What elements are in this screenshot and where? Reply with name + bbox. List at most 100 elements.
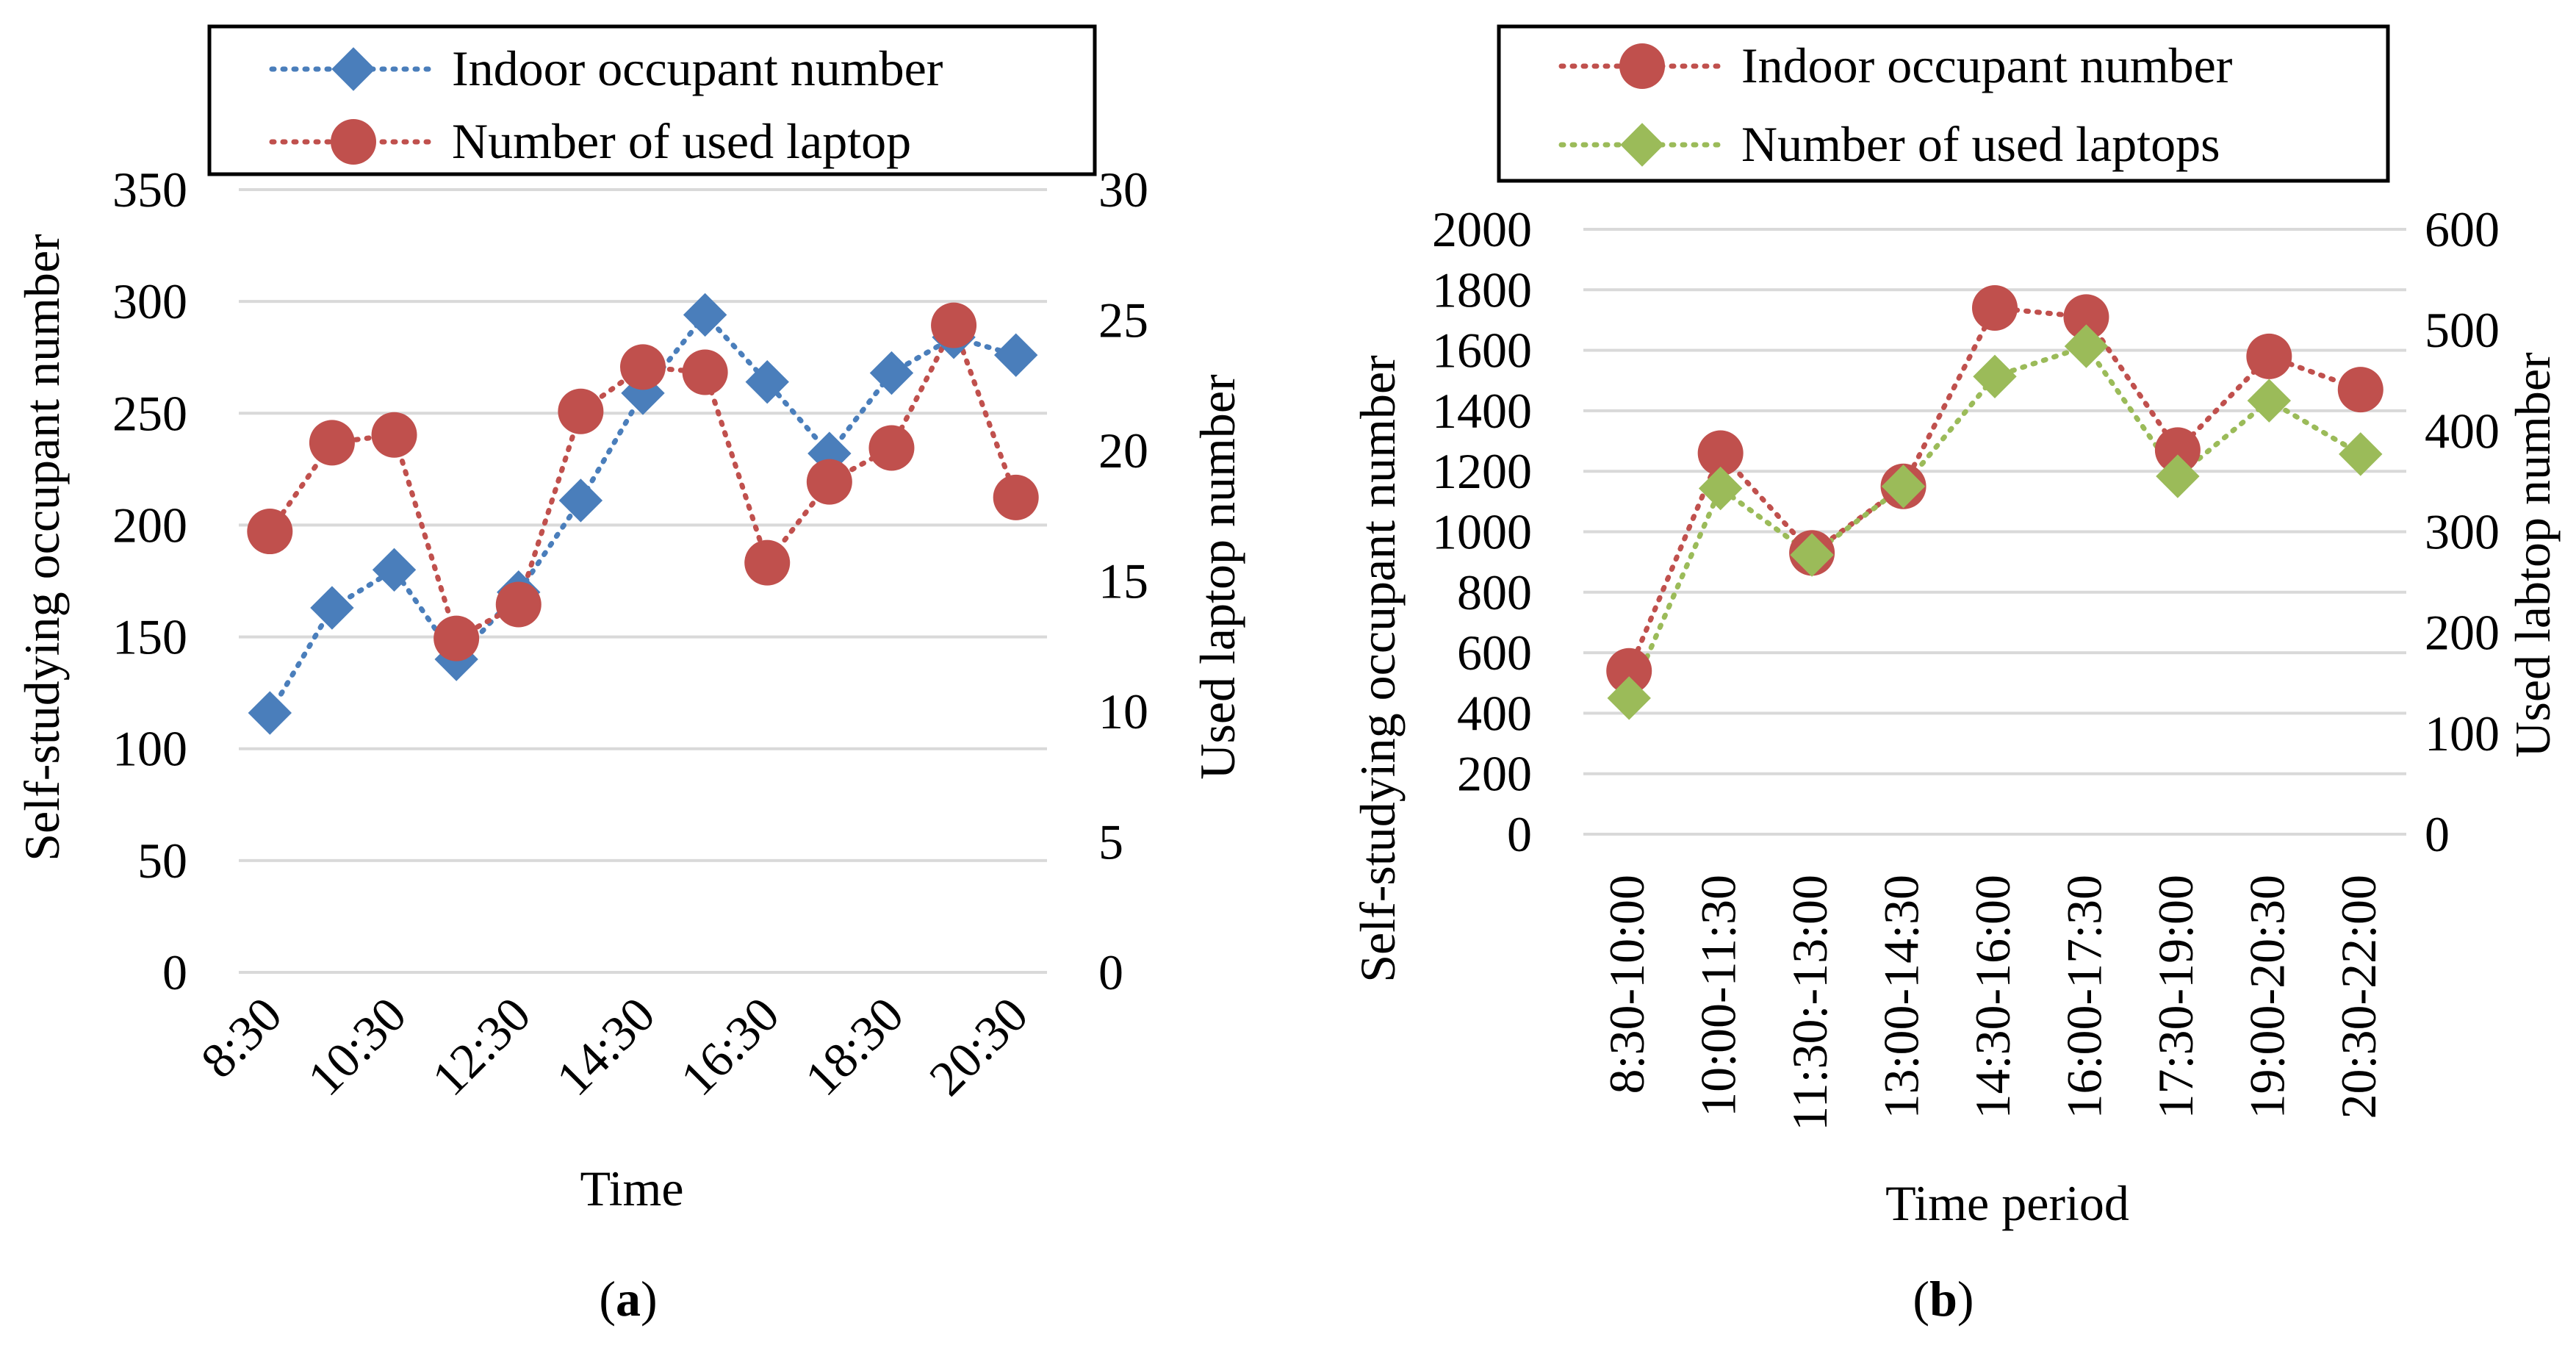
y-tick-label-b-7: 1400 [1432, 383, 1532, 439]
y2-tick-label-a-2: 10 [1098, 684, 1148, 739]
x-tick-label-a-6: 20:30 [918, 986, 1038, 1106]
y-tick-label-b-5: 1000 [1432, 504, 1532, 560]
y-ticks-a: 0 50 100 150 200 250 300 350 [112, 162, 187, 1000]
data-point-b-0-6 [2154, 427, 2201, 473]
y2-tick-label-a-5: 25 [1098, 293, 1148, 348]
data-point-a-0-7 [683, 293, 727, 337]
legend-marker-circle-a-1 [331, 119, 376, 165]
data-point-b-0-7 [2246, 333, 2292, 379]
x-ticks-b: 8:30-10:00 10:00-11:30 11:30:-13:00 13:00-1… [1599, 875, 2386, 1131]
x-tick-label-b-0: 8:30-10:00 [1599, 875, 1655, 1094]
data-point-a-1-9 [806, 459, 852, 505]
x-tick-label-b-1: 10:00-11:30 [1691, 875, 1746, 1117]
data-point-b-1-1 [1698, 466, 1743, 511]
y2-axis-title-a: Used laptop number [1190, 374, 1245, 780]
data-point-b-1-4 [1973, 354, 2017, 398]
data-point-b-1-8 [2339, 432, 2383, 476]
data-point-b-0-0 [1606, 648, 1652, 694]
y-axis-title-b: Self-studying occupant number [1350, 355, 1406, 983]
y2-tick-label-b-6: 600 [2425, 201, 2500, 257]
data-point-a-1-1 [309, 420, 355, 466]
gridlines-a [239, 188, 1047, 974]
y-tick-label-b-8: 1600 [1432, 323, 1532, 379]
data-point-a-1-0 [247, 509, 293, 555]
x-tick-label-a-1: 10:30 [297, 986, 417, 1106]
data-point-a-1-10 [868, 425, 915, 471]
y2-tick-label-b-5: 500 [2425, 302, 2500, 358]
data-point-a-0-0 [248, 691, 292, 735]
data-point-b-1-5 [2064, 324, 2109, 368]
data-point-b-0-4 [1972, 284, 2018, 331]
x-tick-label-b-8: 20:30-22:00 [2331, 875, 2386, 1119]
y-tick-label-a-2: 100 [112, 721, 187, 777]
data-point-b-1-7 [2247, 379, 2292, 423]
x-tick-label-b-2: 11:30:-13:00 [1782, 875, 1838, 1131]
x-tick-label-a-4: 16:30 [670, 986, 790, 1106]
data-point-a-1-3 [433, 615, 480, 661]
y2-tick-label-b-3: 300 [2425, 504, 2500, 560]
x-axis-title-b: Time period [1885, 1175, 2129, 1231]
y-tick-label-b-4: 800 [1457, 564, 1532, 620]
legend-label-a-1: Number of used laptop [452, 113, 911, 169]
data-point-a-0-1 [310, 586, 354, 630]
y2-tick-label-a-6: 30 [1098, 162, 1148, 218]
y2-ticks-b: 0 100 200 300 400 500 600 [2425, 201, 2500, 862]
data-point-a-0-8 [745, 359, 789, 404]
y-tick-label-b-1: 200 [1457, 746, 1532, 802]
y-tick-label-b-3: 600 [1457, 625, 1532, 681]
data-point-a-1-6 [620, 344, 666, 390]
data-point-a-0-12 [993, 333, 1038, 377]
x-tick-label-b-3: 13:00-14:30 [1874, 875, 1929, 1119]
y-tick-label-b-6: 1200 [1432, 443, 1532, 499]
data-point-a-1-2 [371, 412, 417, 458]
data-point-b-1-2 [1790, 533, 1834, 577]
y2-tick-label-b-2: 200 [2425, 605, 2500, 661]
x-tick-label-b-6: 17:30-19:00 [2148, 875, 2203, 1119]
y-axis-title-a: Self-studying occupant number [14, 234, 70, 861]
legend-a: Indoor occupant number Number of used la… [207, 24, 1097, 176]
y-tick-label-a-4: 200 [112, 497, 187, 553]
y2-axis-title-b: Used labtop number [2505, 352, 2561, 758]
y-tick-label-b-0: 0 [1507, 806, 1532, 862]
data-point-a-0-5 [558, 478, 603, 523]
legend-marker-diamond-b-1 [1620, 123, 1664, 167]
y-tick-label-a-3: 150 [112, 609, 187, 665]
y2-tick-label-a-3: 15 [1098, 553, 1148, 609]
legend-marker-circle-b-0 [1619, 43, 1665, 89]
data-point-a-1-5 [558, 388, 604, 434]
panel-label-a: (a) [599, 1271, 657, 1327]
y-tick-label-a-5: 250 [112, 385, 187, 441]
y2-tick-label-b-0: 0 [2425, 806, 2450, 862]
panel-label-b: (b) [1913, 1271, 1974, 1327]
y-tick-label-a-6: 300 [112, 273, 187, 329]
y-tick-label-a-1: 50 [137, 833, 187, 889]
y-tick-label-b-10: 2000 [1432, 201, 1532, 257]
data-point-a-1-12 [993, 474, 1039, 520]
data-point-a-1-8 [744, 539, 791, 586]
x-tick-label-b-7: 19:00-20:30 [2239, 875, 2295, 1119]
y2-tick-label-a-0: 0 [1098, 944, 1123, 1000]
data-point-b-1-3 [1881, 465, 1926, 509]
data-point-b-0-1 [1697, 430, 1744, 476]
y-tick-label-a-0: 0 [162, 944, 187, 1000]
y-tick-label-a-7: 350 [112, 162, 187, 218]
data-point-b-1-6 [2156, 454, 2200, 498]
series-b [1606, 284, 2383, 720]
data-point-a-1-7 [682, 349, 728, 395]
data-point-a-0-10 [869, 351, 914, 395]
legend-marker-diamond-a-0 [331, 47, 375, 91]
series-a [247, 293, 1039, 735]
legend-label-b-0: Indoor occupant number [1741, 37, 2233, 93]
legend-b: Indoor occupant number Number of used la… [1497, 24, 2390, 183]
y2-ticks-a: 0 5 10 15 20 25 30 [1098, 162, 1148, 1000]
x-ticks-a: 8:30 10:30 12:30 14:30 16:30 18:30 20:30 [190, 986, 1039, 1106]
legend-label-b-1: Number of used laptops [1741, 116, 2220, 172]
legend-label-a-0: Indoor occupant number [452, 40, 943, 96]
y2-tick-label-a-1: 5 [1098, 814, 1123, 870]
x-tick-label-b-5: 16:00-17:30 [2056, 875, 2112, 1119]
data-point-a-1-11 [931, 302, 977, 348]
